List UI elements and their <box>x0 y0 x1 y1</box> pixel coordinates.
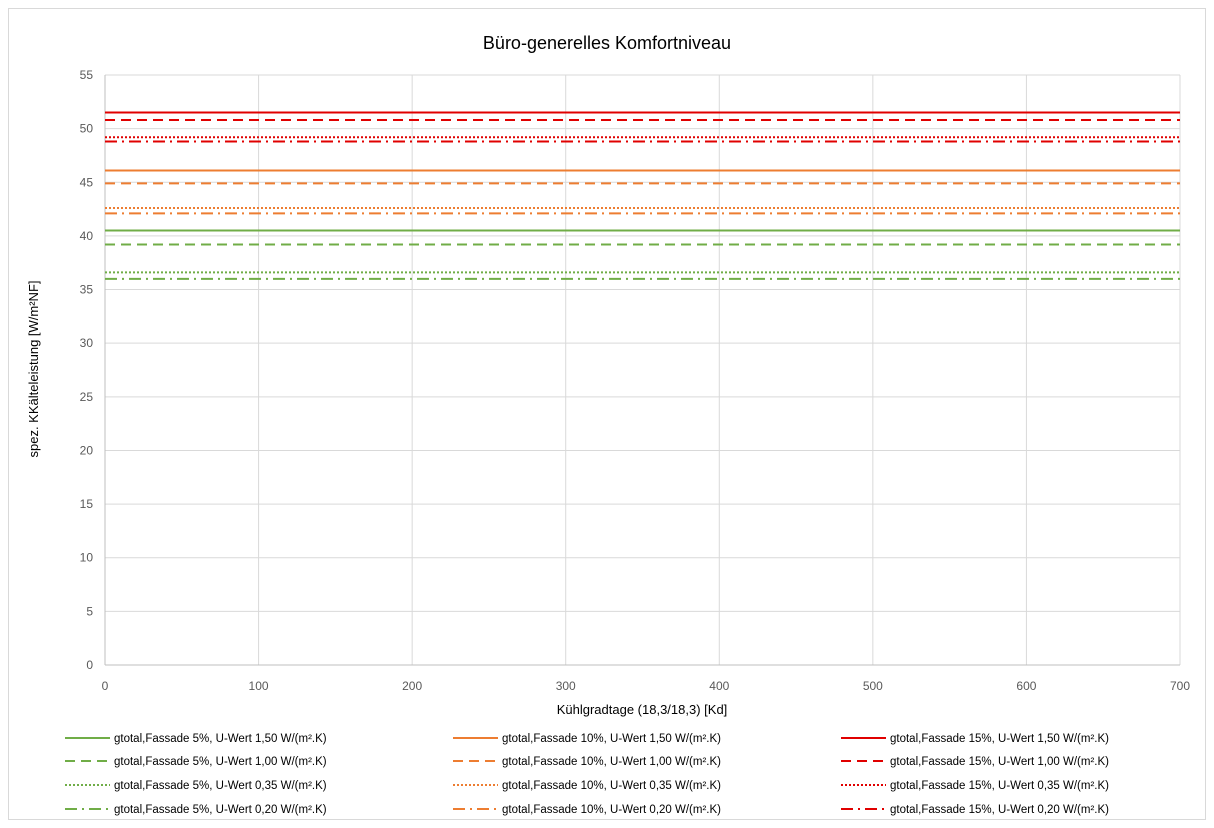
legend-label: gtotal,Fassade 5%, U-Wert 1,50 W/(m².K) <box>114 733 327 745</box>
y-tick-label: 20 <box>80 443 94 457</box>
y-tick-label: 25 <box>80 390 94 404</box>
gridlines <box>105 74 1181 665</box>
legend-label: gtotal,Fassade 10%, U-Wert 0,35 W/(m².K) <box>502 780 721 792</box>
y-tick-label: 55 <box>80 68 94 82</box>
y-axis-title: spez. KKälteleistung [W/m²NF] <box>26 281 41 458</box>
y-tick-label: 15 <box>80 497 94 511</box>
y-tick-label: 40 <box>80 229 94 243</box>
legend-label: gtotal,Fassade 10%, U-Wert 1,50 W/(m².K) <box>502 733 721 745</box>
x-tick-label: 400 <box>709 679 729 693</box>
legend-label: gtotal,Fassade 5%, U-Wert 0,35 W/(m².K) <box>114 780 327 792</box>
x-tick-label: 0 <box>102 679 109 693</box>
y-tick-label: 30 <box>80 336 94 350</box>
legend-label: gtotal,Fassade 15%, U-Wert 0,20 W/(m².K) <box>890 804 1109 816</box>
series-lines <box>105 111 1180 280</box>
chart-frame <box>8 8 1206 820</box>
legend-label: gtotal,Fassade 5%, U-Wert 0,20 W/(m².K) <box>114 804 327 816</box>
x-tick-label: 100 <box>249 679 269 693</box>
x-tick-label: 700 <box>1170 679 1190 693</box>
x-tick-label: 500 <box>863 679 883 693</box>
legend-label: gtotal,Fassade 10%, U-Wert 0,20 W/(m².K) <box>502 804 721 816</box>
y-tick-label: 35 <box>80 283 94 297</box>
x-tick-label: 600 <box>1016 679 1036 693</box>
legend-label: gtotal,Fassade 5%, U-Wert 1,00 W/(m².K) <box>114 756 327 768</box>
x-axis-title: Kühlgradtage (18,3/18,3) [Kd] <box>557 702 728 717</box>
axes: 0 5 10 15 20 25 30 35 40 45 50 55 0 100 200 300 400 500 60… <box>80 68 1191 693</box>
legend-label: gtotal,Fassade 10%, U-Wert 1,00 W/(m².K) <box>502 756 721 768</box>
y-tick-label: 10 <box>80 551 94 565</box>
chart-title: Büro-generelles Komfortniveau <box>483 33 731 53</box>
y-tick-label: 5 <box>86 604 93 618</box>
y-tick-label: 45 <box>80 175 94 189</box>
y-tick-label: 0 <box>86 658 93 672</box>
legend-label: gtotal,Fassade 15%, U-Wert 1,50 W/(m².K) <box>890 733 1109 745</box>
y-tick-label: 50 <box>80 122 94 136</box>
legend-label: gtotal,Fassade 15%, U-Wert 0,35 W/(m².K) <box>890 780 1109 792</box>
x-tick-label: 200 <box>402 679 422 693</box>
legend: gtotal,Fassade 5%, U-Wert 1,50 W/(m².K) g… <box>65 733 1109 816</box>
x-tick-label: 300 <box>556 679 576 693</box>
legend-label: gtotal,Fassade 15%, U-Wert 1,00 W/(m².K) <box>890 756 1109 768</box>
